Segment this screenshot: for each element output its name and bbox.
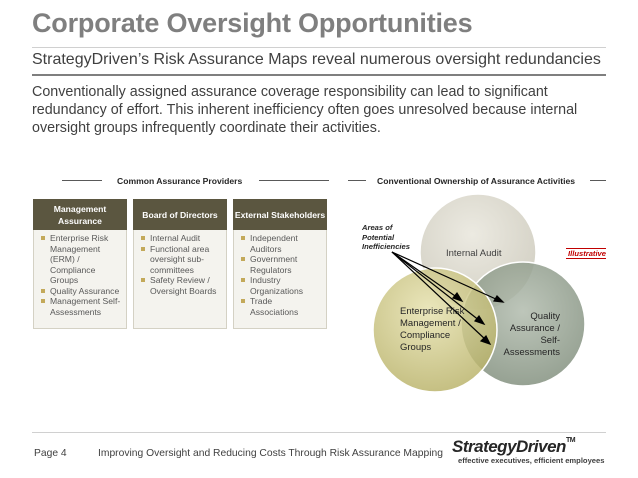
column-body: Independent Auditors Government Regulato… bbox=[233, 230, 327, 329]
column-management-assurance: Management Assurance Enterprise Risk Man… bbox=[33, 199, 127, 329]
list-item: Quality Assurance bbox=[40, 286, 122, 297]
column-body: Enterprise Risk Management (ERM) / Compl… bbox=[33, 230, 127, 329]
logo-tagline: effective executives, efficient employee… bbox=[458, 456, 605, 465]
section-label-conventional-ownership: Conventional Ownership of Assurance Acti… bbox=[377, 176, 576, 186]
logo-trademark: TM bbox=[565, 437, 576, 444]
strategydriven-logo: StrategyDrivenTM bbox=[452, 437, 576, 457]
label-quality-assurance: Quality Assurance / Self-Assessments bbox=[503, 311, 561, 358]
column-board-of-directors: Board of Directors Internal Audit Functi… bbox=[133, 199, 227, 329]
venn-diagram bbox=[372, 193, 586, 393]
annotation-inefficiencies: Areas of Potential Inefficiencies bbox=[362, 223, 410, 251]
circle-enterprise-risk bbox=[372, 267, 498, 393]
footer-divider bbox=[32, 432, 606, 433]
list-item: Enterprise Risk Management (ERM) / Compl… bbox=[40, 233, 122, 286]
list-item: Trade Associations bbox=[240, 296, 322, 317]
section-line-right-a bbox=[348, 180, 366, 181]
list-item: Management Self-Assessments bbox=[40, 296, 122, 317]
title-divider bbox=[32, 47, 606, 48]
slide-title: Corporate Oversight Opportunities bbox=[32, 8, 473, 38]
section-line-left-a bbox=[62, 180, 102, 181]
body-paragraph: Conventionally assigned assurance covera… bbox=[32, 84, 578, 136]
list-item: Safety Review / Oversight Boards bbox=[140, 275, 222, 296]
subtitle-divider bbox=[32, 74, 606, 76]
list-item: Functional area oversight sub-committees bbox=[140, 244, 222, 276]
column-header: Board of Directors bbox=[133, 199, 227, 230]
list-item: Industry Organizations bbox=[240, 275, 322, 296]
inefficiency-arrows bbox=[391, 251, 505, 346]
logo-text: StrategyDriven bbox=[452, 437, 566, 456]
column-external-stakeholders: External Stakeholders Independent Audito… bbox=[233, 199, 327, 329]
slide-subtitle: StrategyDriven’s Risk Assurance Maps rev… bbox=[32, 51, 601, 68]
page-number: Page 4 bbox=[34, 448, 67, 459]
list-item: Government Regulators bbox=[240, 254, 322, 275]
label-enterprise-risk: Enterprise Risk Management / Compliance … bbox=[400, 306, 465, 353]
section-label-common-providers: Common Assurance Providers bbox=[117, 176, 243, 186]
list-item: Independent Auditors bbox=[240, 233, 322, 254]
footer-text: Improving Oversight and Reducing Costs T… bbox=[98, 448, 443, 459]
section-line-right-b bbox=[590, 180, 606, 181]
column-body: Internal Audit Functional area oversight… bbox=[133, 230, 227, 329]
column-header: External Stakeholders bbox=[233, 199, 327, 230]
column-header: Management Assurance bbox=[33, 199, 127, 230]
label-internal-audit: Internal Audit bbox=[446, 248, 502, 259]
list-item: Internal Audit bbox=[140, 233, 222, 244]
section-line-left-b bbox=[259, 180, 329, 181]
illustrative-badge: Illustrative bbox=[566, 248, 606, 259]
